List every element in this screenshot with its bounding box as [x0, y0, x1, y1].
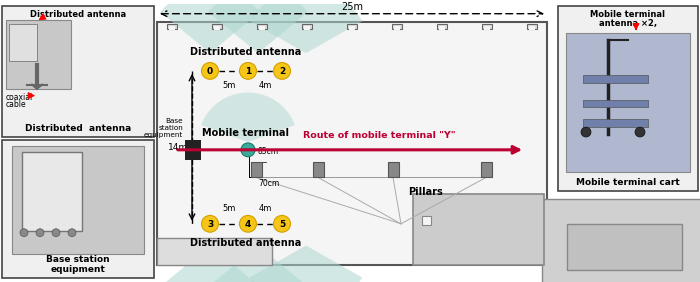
Bar [22, 152, 82, 231]
Circle shape [202, 63, 218, 79]
Wedge shape [160, 0, 260, 53]
Bar [2, 6, 154, 137]
Bar [439, 26, 445, 30]
Text: 4: 4 [245, 220, 251, 229]
Text: Mobile terminal cart: Mobile terminal cart [576, 178, 680, 187]
Text: cable: cable [6, 100, 27, 109]
Bar [9, 24, 37, 61]
Bar [437, 24, 447, 30]
Text: coaxial: coaxial [6, 92, 34, 102]
Text: Base station
equipment: Base station equipment [46, 255, 110, 274]
Bar [157, 238, 272, 265]
Bar [259, 26, 265, 30]
Circle shape [239, 215, 256, 232]
Text: 5m: 5m [223, 81, 236, 90]
Bar [214, 26, 220, 30]
Circle shape [68, 229, 76, 237]
Bar [349, 26, 355, 30]
Text: Base
station
equipment: Base station equipment [144, 118, 183, 138]
Bar [302, 24, 312, 30]
Text: Route of mobile terminal "Y": Route of mobile terminal "Y" [303, 131, 456, 140]
Bar [484, 26, 490, 30]
Bar [167, 24, 177, 30]
Circle shape [202, 215, 218, 232]
Bar [583, 100, 648, 107]
Bar [583, 75, 648, 83]
Bar [169, 26, 175, 30]
Bar [558, 6, 698, 191]
Circle shape [20, 229, 28, 237]
Text: Distributed  antenna: Distributed antenna [25, 124, 131, 133]
Circle shape [274, 215, 290, 232]
Bar [257, 24, 267, 30]
Text: 70cm: 70cm [258, 179, 279, 188]
Bar [212, 24, 222, 30]
Text: 1: 1 [245, 67, 251, 76]
Text: 5: 5 [279, 220, 285, 229]
Text: 0: 0 [207, 67, 213, 76]
Circle shape [581, 127, 591, 137]
Bar [567, 224, 682, 270]
Bar [304, 26, 310, 30]
Bar [482, 24, 492, 30]
Text: 25m: 25m [341, 2, 363, 12]
Bar [12, 146, 144, 254]
Wedge shape [201, 92, 295, 142]
Bar [394, 26, 400, 30]
Text: 3: 3 [207, 220, 213, 229]
Bar [388, 162, 398, 177]
Text: 4m: 4m [258, 81, 272, 90]
Text: 85cm: 85cm [258, 147, 279, 156]
Circle shape [239, 63, 256, 79]
Wedge shape [160, 246, 260, 282]
Bar [392, 24, 402, 30]
Bar [480, 162, 491, 177]
Text: Distributed antenna: Distributed antenna [30, 10, 126, 19]
Bar [422, 216, 431, 225]
Text: Distributed antenna: Distributed antenna [190, 238, 302, 248]
Circle shape [52, 229, 60, 237]
Text: Pillars: Pillars [408, 187, 442, 197]
Bar [529, 26, 535, 30]
Text: Mobile terminal: Mobile terminal [591, 10, 666, 19]
Circle shape [274, 63, 290, 79]
Text: 5m: 5m [223, 204, 236, 213]
Bar [6, 20, 71, 89]
Text: Distributed antenna: Distributed antenna [190, 47, 302, 57]
Circle shape [36, 229, 44, 237]
Bar [157, 22, 547, 265]
Bar [413, 194, 544, 265]
Wedge shape [250, 246, 363, 282]
Bar [185, 140, 201, 160]
Text: antenna ×2,: antenna ×2, [599, 19, 657, 28]
Wedge shape [208, 0, 308, 53]
Bar [583, 119, 648, 127]
Wedge shape [250, 0, 363, 53]
Bar [347, 24, 357, 30]
Text: 2: 2 [279, 67, 285, 76]
Bar [542, 199, 700, 282]
Bar [527, 24, 537, 30]
Wedge shape [208, 246, 308, 282]
Text: 14m: 14m [168, 143, 188, 152]
Bar [566, 34, 690, 171]
Circle shape [635, 127, 645, 137]
Text: Mobile terminal: Mobile terminal [202, 128, 290, 138]
Text: 4m: 4m [258, 204, 272, 213]
Bar [2, 140, 154, 278]
Circle shape [241, 143, 255, 157]
Bar [312, 162, 323, 177]
Bar [251, 162, 262, 177]
